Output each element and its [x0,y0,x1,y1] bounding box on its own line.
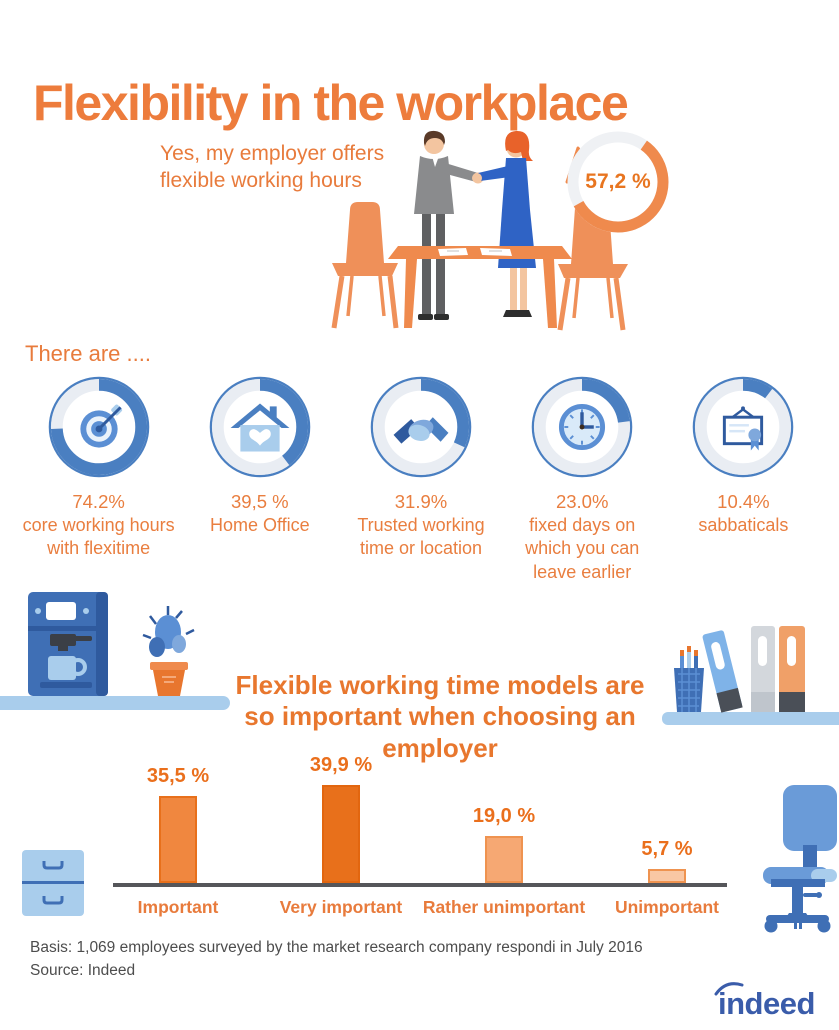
meeting-illustration [331,130,669,331]
source-text: Source: Indeed [30,962,136,980]
bar-column-important: 35,5 % [108,765,248,883]
stat-home-office: 39,5 % Home Office [209,491,310,536]
stat-trusted-working: 31.9% Trusted working time or location [357,491,485,559]
options-heading: There are .... [25,341,151,366]
chart-title: Flexible working time models are so impo… [235,669,645,764]
bar [322,785,360,883]
bar-column-unimportant: 5,7 % [597,838,737,883]
chair-left-illustration [331,202,399,329]
bar [159,796,197,883]
category-label: Important [137,897,219,917]
option-home-office [179,376,340,478]
option-sabbaticals [663,376,824,478]
option-fixed-days [502,376,663,478]
indeed-logo: indeed [712,978,822,1024]
option-trusted-working [340,376,501,478]
bar-value-label: 5,7 % [641,838,693,860]
option-target [18,376,179,478]
bubble-percentage: 57,2 % [585,170,651,193]
basis-text: Basis: 1,069 employees surveyed by the m… [30,939,643,956]
category-label: Unimportant [614,897,720,917]
stat-flexitime: 74.2% core working hours with flexitime [22,491,175,559]
coffee-machine-icon [28,592,108,696]
category-label: Rather unimportant [422,897,586,917]
pencil-cup-icon [674,646,704,712]
x-axis-line [113,883,727,887]
hero-statement: Yes, my employer offers flexible working… [160,142,385,193]
speech-bubble-donut [565,131,669,233]
stat-fixed-days: 23.0% fixed days on which you can leave … [525,491,640,582]
stat-sabbaticals: 10.4% sabbaticals [698,491,789,536]
bar-column-rather-unimportant: 19,0 % [434,805,574,883]
plant-icon [142,606,195,696]
bar [485,836,523,883]
man-illustration [414,130,484,320]
category-labels: Important Very important Rather unimport… [113,897,727,921]
target-icon [48,376,149,478]
options-icon-row [18,376,824,478]
handshake-icon [370,376,472,478]
options-stats-row: 74.2% core working hours with flexitime … [18,490,824,584]
bar [648,869,686,883]
bar-value-label: 19,0 % [472,805,536,827]
coffee-machine-shelf-illustration [0,592,230,710]
binders-icon [702,626,805,713]
category-label: Very important [279,897,403,917]
clock-icon [531,376,633,478]
woman-illustration [472,130,536,317]
importance-bar-chart: 35,5 % 39,9 % 19,0 % 5,7 % Important Ver… [113,754,727,917]
bar-value-label: 39,9 % [309,754,373,776]
office-chair-icon [763,785,837,933]
binder-shelf-illustration [662,626,839,725]
table-illustration [388,246,572,328]
page-title: Flexibility in the workplace [33,74,629,131]
indeed-logo-arc-icon [714,982,744,996]
bar-column-very-important: 39,9 % [271,754,411,883]
home-icon [209,376,311,478]
bar-value-label: 35,5 % [146,765,210,787]
certificate-icon [693,376,794,478]
filing-cabinet-icon [22,850,84,916]
footer-source-block: Basis: 1,069 employees surveyed by the m… [30,936,643,983]
indeed-logo-text: indeed [718,986,815,1021]
bars-area: 35,5 % 39,9 % 19,0 % 5,7 % [113,754,727,883]
